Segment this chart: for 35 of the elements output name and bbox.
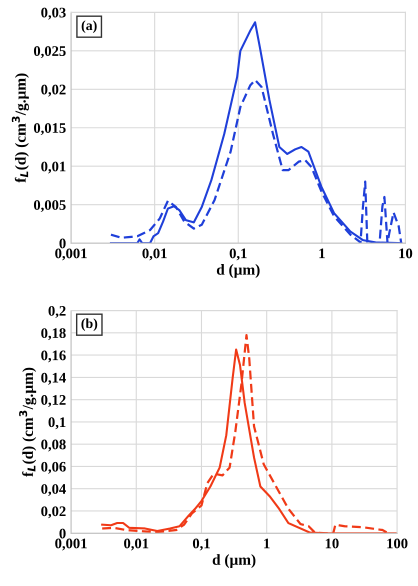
x-axis-title: d (µm)	[212, 554, 256, 568]
y-tick-label: 0,1	[48, 417, 66, 430]
y-tick-label: 0,18	[41, 328, 66, 340]
x-tick-label: 0,001	[55, 248, 87, 260]
y-tick-label: 0,04	[41, 484, 66, 496]
x-tick-label: 0,1	[230, 248, 247, 260]
y-tick-label: 0,015	[34, 123, 66, 136]
x-tick-label: 100	[387, 538, 408, 548]
annotation: (a)	[82, 20, 97, 33]
y-tick-label: 0,02	[41, 506, 66, 518]
y-tick-label: 0,025	[34, 46, 66, 58]
x-tick-label: 0,01	[142, 248, 167, 260]
x-tick-label: 0,001	[55, 538, 87, 550]
y-tick-label: 0	[59, 528, 66, 538]
y-tick-label: 0,16	[41, 350, 66, 362]
x-tick-label: 0,01	[124, 538, 148, 550]
y-tick-label: 0,12	[41, 395, 66, 407]
x-tick-label: 10	[399, 248, 412, 258]
y-tick-label: 0,01	[41, 162, 66, 174]
y-axis-title: f$_{L}$(d) (cm$^{3}$/g.µm)	[19, 368, 36, 477]
x-tick-label: 1	[319, 248, 325, 258]
y-tick-label: 0,14	[41, 372, 66, 385]
x-tick-label: 10	[326, 538, 339, 548]
y-axis-title: f$_{L}$(d) (cm$^{3}$/g.µm)	[12, 74, 29, 183]
y-tick-label: 0,06	[41, 462, 66, 474]
y-tick-label: 0,02	[41, 84, 66, 97]
y-tick-label: 0,08	[41, 440, 66, 452]
x-tick-label: 1	[264, 538, 270, 548]
x-axis-title: d (µm)	[216, 264, 260, 278]
annotation: (b)	[81, 318, 98, 331]
y-tick-label: 0,005	[34, 200, 66, 212]
x-tick-label: 0,1	[192, 538, 210, 550]
y-tick-label: 0,03	[41, 8, 66, 20]
y-tick-label: 0,2	[48, 306, 66, 318]
y-tick-label: 0	[59, 238, 66, 248]
